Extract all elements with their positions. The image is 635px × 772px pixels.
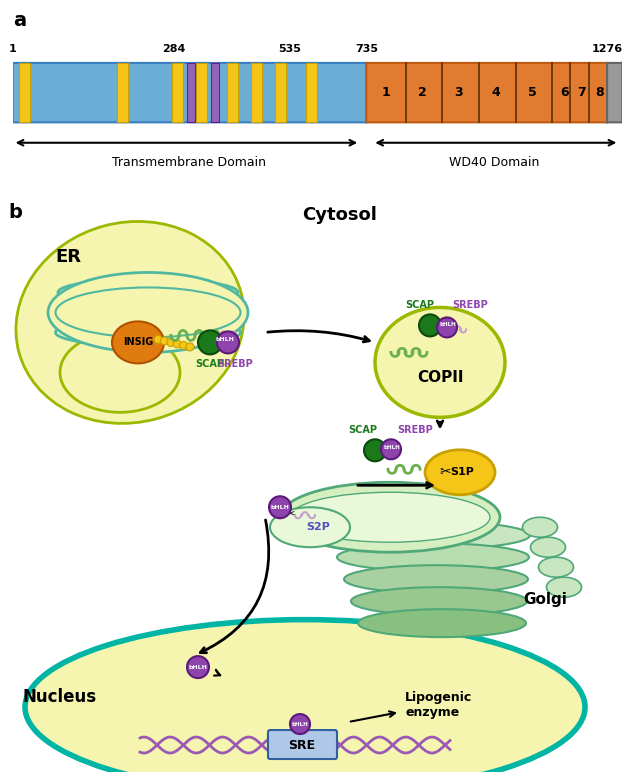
Ellipse shape: [112, 321, 164, 364]
Ellipse shape: [270, 507, 350, 547]
Ellipse shape: [290, 493, 490, 542]
Circle shape: [198, 330, 222, 354]
Text: ✂: ✂: [439, 466, 451, 479]
Ellipse shape: [375, 307, 505, 418]
Bar: [251, 63, 262, 122]
Bar: [306, 63, 317, 122]
Bar: [211, 63, 219, 122]
Text: 3: 3: [455, 86, 464, 99]
FancyBboxPatch shape: [366, 63, 607, 122]
Ellipse shape: [58, 279, 238, 306]
Circle shape: [180, 341, 187, 350]
Text: Golgi: Golgi: [523, 592, 567, 607]
Text: SCAP: SCAP: [406, 300, 434, 310]
Text: 4: 4: [491, 86, 500, 99]
Ellipse shape: [523, 517, 558, 537]
Ellipse shape: [280, 482, 500, 552]
Ellipse shape: [337, 543, 529, 571]
Circle shape: [381, 439, 401, 459]
Text: SCAP: SCAP: [349, 425, 377, 435]
Text: 1276: 1276: [591, 45, 623, 54]
Bar: [196, 63, 207, 122]
Ellipse shape: [58, 303, 238, 321]
Text: Lipogenic
enzyme: Lipogenic enzyme: [405, 691, 472, 719]
Circle shape: [437, 317, 457, 337]
Circle shape: [217, 331, 239, 354]
Circle shape: [290, 714, 310, 734]
FancyBboxPatch shape: [607, 63, 622, 122]
Circle shape: [173, 340, 181, 348]
Ellipse shape: [25, 620, 585, 772]
FancyBboxPatch shape: [13, 63, 366, 122]
Text: bHLH: bHLH: [271, 505, 290, 510]
Text: Nucleus: Nucleus: [23, 688, 97, 706]
FancyBboxPatch shape: [268, 730, 337, 759]
Text: WD40 Domain: WD40 Domain: [449, 156, 540, 169]
Ellipse shape: [344, 565, 528, 593]
Bar: [117, 63, 128, 122]
Text: bHLH: bHLH: [189, 665, 208, 669]
Text: SCAP: SCAP: [196, 360, 225, 369]
Text: S2P: S2P: [306, 522, 330, 532]
Text: 1: 1: [382, 86, 391, 99]
Text: ER: ER: [55, 249, 81, 266]
Circle shape: [167, 338, 175, 347]
Text: 1: 1: [9, 45, 17, 54]
Ellipse shape: [55, 287, 241, 337]
Text: 5: 5: [528, 86, 537, 99]
Text: bHLH: bHLH: [291, 722, 309, 726]
Text: Cytosol: Cytosol: [302, 205, 377, 224]
Text: 735: 735: [355, 45, 378, 54]
Circle shape: [269, 496, 291, 518]
Ellipse shape: [425, 450, 495, 495]
Ellipse shape: [65, 283, 231, 301]
Text: 7: 7: [577, 86, 586, 99]
Text: 2: 2: [418, 86, 427, 99]
Bar: [187, 63, 195, 122]
Text: 8: 8: [595, 86, 603, 99]
Text: Transmembrane Domain: Transmembrane Domain: [112, 156, 267, 169]
Text: bHLH: bHLH: [384, 445, 401, 450]
Bar: [20, 63, 30, 122]
Bar: [227, 63, 237, 122]
Text: SRE: SRE: [288, 739, 316, 751]
Text: 284: 284: [163, 45, 186, 54]
Ellipse shape: [530, 537, 566, 557]
Text: bHLH: bHLH: [439, 322, 457, 327]
Circle shape: [187, 656, 209, 678]
Circle shape: [364, 439, 386, 462]
Ellipse shape: [351, 587, 527, 615]
Ellipse shape: [48, 273, 248, 352]
Text: b: b: [8, 202, 22, 222]
Ellipse shape: [330, 521, 530, 549]
Text: SREBP: SREBP: [452, 300, 488, 310]
Text: 535: 535: [279, 45, 302, 54]
Text: INSIG: INSIG: [123, 337, 153, 347]
Ellipse shape: [55, 318, 241, 347]
Bar: [276, 63, 286, 122]
Text: 6: 6: [560, 86, 569, 99]
Circle shape: [154, 335, 162, 344]
Circle shape: [186, 343, 194, 351]
Circle shape: [161, 337, 168, 345]
Text: bHLH: bHLH: [215, 337, 234, 342]
Circle shape: [419, 314, 441, 337]
Ellipse shape: [60, 333, 180, 412]
Text: SREBP: SREBP: [397, 425, 432, 435]
Text: ✂: ✂: [284, 508, 295, 521]
Text: COPII: COPII: [417, 370, 464, 385]
Ellipse shape: [51, 299, 246, 327]
Bar: [172, 63, 183, 122]
Text: S1P: S1P: [450, 467, 474, 477]
Ellipse shape: [538, 557, 573, 577]
Text: SREBP: SREBP: [217, 360, 253, 369]
Ellipse shape: [547, 577, 582, 598]
Text: a: a: [13, 11, 26, 30]
Ellipse shape: [16, 222, 244, 423]
Ellipse shape: [358, 609, 526, 637]
Ellipse shape: [63, 323, 233, 341]
